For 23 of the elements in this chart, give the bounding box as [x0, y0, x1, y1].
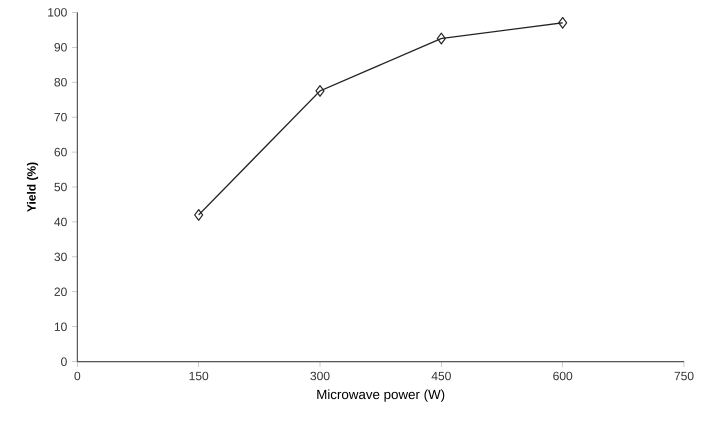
y-tick-label: 10 — [54, 322, 67, 331]
y-axis-title: Yield (%) — [26, 162, 38, 212]
x-axis-title: Microwave power (W) — [317, 389, 444, 402]
x-tick-label: 750 — [674, 372, 694, 380]
y-tick-label: 80 — [54, 78, 67, 86]
point — [436, 32, 446, 44]
y-tick-label: 0 — [61, 357, 67, 366]
point — [194, 209, 204, 221]
y-tick-label: 50 — [54, 182, 67, 192]
y-tick-label: 100 — [48, 8, 67, 17]
y-tick-label: 90 — [54, 43, 67, 52]
x-tick-label: 300 — [310, 372, 330, 380]
x-tick-label: 0 — [74, 372, 80, 380]
y-tick-label: 60 — [54, 148, 67, 156]
x-tick-label: 150 — [190, 372, 208, 380]
x-tick-label: 450 — [432, 372, 451, 380]
y-tick-label: 30 — [54, 252, 67, 262]
x-tick-label: 600 — [553, 372, 572, 380]
y-tick-label: 20 — [54, 288, 67, 296]
y-tick-label: 40 — [54, 218, 67, 226]
y-tick-label: 70 — [54, 112, 67, 122]
point — [558, 16, 568, 29]
point — [315, 84, 325, 97]
